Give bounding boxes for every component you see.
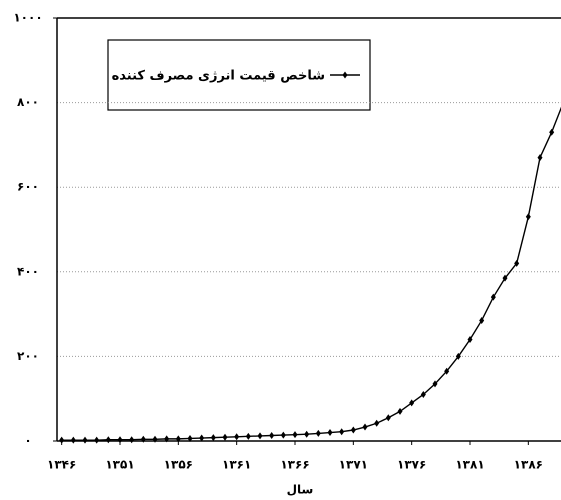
point xyxy=(59,436,65,444)
point xyxy=(479,316,485,324)
x-tick-label: ۱۳۸۶ xyxy=(514,458,543,472)
point xyxy=(292,431,298,439)
point xyxy=(397,407,403,415)
point xyxy=(339,428,345,436)
y-tick-label: ۴۰۰ xyxy=(17,264,39,278)
point xyxy=(105,436,111,444)
point xyxy=(467,335,473,343)
point xyxy=(444,367,450,375)
point xyxy=(257,432,263,440)
point xyxy=(187,434,193,442)
point xyxy=(70,436,76,444)
point xyxy=(432,380,438,388)
x-tick-label: ۱۳۸۱ xyxy=(455,458,484,472)
point xyxy=(420,390,426,398)
point xyxy=(502,274,508,282)
y-tick-label: ۰ xyxy=(24,434,31,448)
x-tick-label: ۱۳۵۶ xyxy=(164,458,193,472)
x-tick-label: ۱۳۷۶ xyxy=(397,458,426,472)
x-tick-label: ۱۳۶۱ xyxy=(222,458,251,472)
point xyxy=(164,435,170,443)
y-tick-label: ۶۰۰ xyxy=(17,180,39,194)
point xyxy=(269,432,275,440)
point xyxy=(82,436,88,444)
point xyxy=(385,414,391,422)
point xyxy=(175,435,181,443)
point xyxy=(129,436,135,444)
point xyxy=(455,352,461,360)
x-tick-label: ۱۳۴۶ xyxy=(47,458,76,472)
point xyxy=(409,399,415,407)
point xyxy=(525,213,531,221)
point xyxy=(537,154,543,162)
point xyxy=(490,293,496,301)
y-tick-label: ۲۰۰ xyxy=(17,349,39,363)
point xyxy=(327,429,333,437)
x-tick-label: ۱۳۵۱ xyxy=(105,458,134,472)
x-tick-label: ۱۳۷۱ xyxy=(339,458,368,472)
point xyxy=(199,434,205,442)
x-axis-label: سال xyxy=(287,483,314,497)
point xyxy=(315,429,321,437)
point xyxy=(280,431,286,439)
point xyxy=(117,436,123,444)
legend-box xyxy=(107,39,371,111)
point xyxy=(234,433,240,441)
legend-marker xyxy=(342,71,348,79)
point xyxy=(245,432,251,440)
legend-label: شاخص قیمت انرژی مصرف کننده xyxy=(112,69,325,84)
y-tick-label: ۱۰۰۰ xyxy=(13,11,42,25)
point xyxy=(350,426,356,434)
x-tick-label: ۱۳۶۶ xyxy=(280,458,309,472)
point xyxy=(210,434,216,442)
point xyxy=(374,419,380,427)
point xyxy=(140,435,146,443)
point xyxy=(222,433,228,441)
point xyxy=(94,436,100,444)
point xyxy=(304,430,310,438)
point xyxy=(362,423,368,431)
point xyxy=(152,435,158,443)
point xyxy=(514,259,520,267)
y-tick-label: ۸۰۰ xyxy=(17,95,39,109)
point xyxy=(549,128,555,136)
